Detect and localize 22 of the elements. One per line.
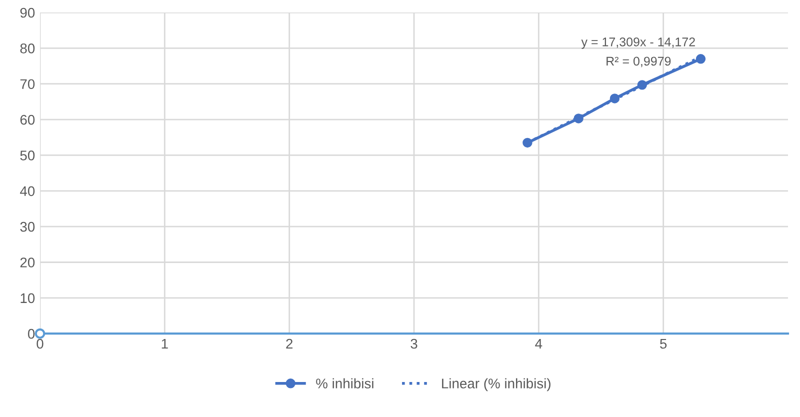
legend-label: % inhibisi <box>316 378 374 388</box>
y-tick-label: 90 <box>20 8 35 18</box>
annotation: R² = 0,9979 <box>606 56 671 68</box>
y-tick-label: 70 <box>20 79 35 90</box>
legend-label: Linear (% inhibisi) <box>442 378 550 392</box>
y-tick-label: 60 <box>20 114 35 125</box>
y-tick-label: 0 <box>28 328 35 339</box>
y-tick-label: 80 <box>20 44 35 54</box>
x-tick-label: 5 <box>660 338 667 349</box>
annotation: y = 17,309x - 14,172 <box>581 38 695 49</box>
y-tick-label: 30 <box>20 222 35 232</box>
y-tick-label: 50 <box>20 150 35 160</box>
y-tick-label: 40 <box>20 186 35 196</box>
point <box>34 328 46 339</box>
x-tick-label: 2 <box>286 338 292 349</box>
x-tick-label: 3 <box>410 338 418 349</box>
x-tick-label: 4 <box>535 338 542 349</box>
y-tick-label: 20 <box>20 258 35 268</box>
point <box>696 54 706 64</box>
x-tick-label: 0 <box>36 338 44 349</box>
x-tick-label: 1 <box>162 338 168 349</box>
y-tick-label: 10 <box>20 293 35 304</box>
